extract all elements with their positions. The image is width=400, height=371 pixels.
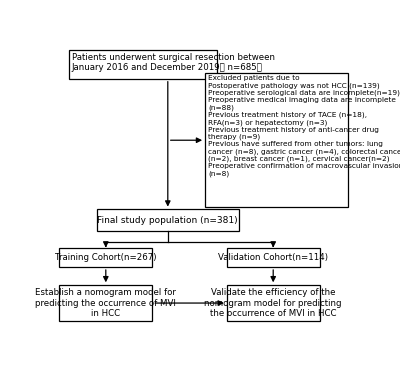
Text: Excluded patients due to
Postoperative pathology was not HCC (n=139)
Preoperativ: Excluded patients due to Postoperative p…	[208, 75, 400, 177]
FancyBboxPatch shape	[96, 210, 239, 231]
Text: Validate the efficiency of the
nomogram model for predicting
the occurrence of M: Validate the efficiency of the nomogram …	[204, 288, 342, 318]
FancyBboxPatch shape	[69, 50, 218, 79]
Text: Patients underwent surgical resection between
January 2016 and December 2019（ n=: Patients underwent surgical resection be…	[72, 53, 275, 72]
Text: Validation Cohort(n=114): Validation Cohort(n=114)	[218, 253, 328, 262]
FancyBboxPatch shape	[227, 247, 320, 267]
FancyBboxPatch shape	[205, 73, 348, 207]
Text: Establish a nomogram model for
predicting the occurrence of MVI
in HCC: Establish a nomogram model for predictin…	[35, 288, 176, 318]
FancyBboxPatch shape	[227, 285, 320, 321]
Text: Final study population (n=381): Final study population (n=381)	[98, 216, 238, 225]
Text: Training Cohort(n=267): Training Cohort(n=267)	[55, 253, 156, 262]
FancyBboxPatch shape	[59, 285, 152, 321]
FancyBboxPatch shape	[59, 247, 152, 267]
